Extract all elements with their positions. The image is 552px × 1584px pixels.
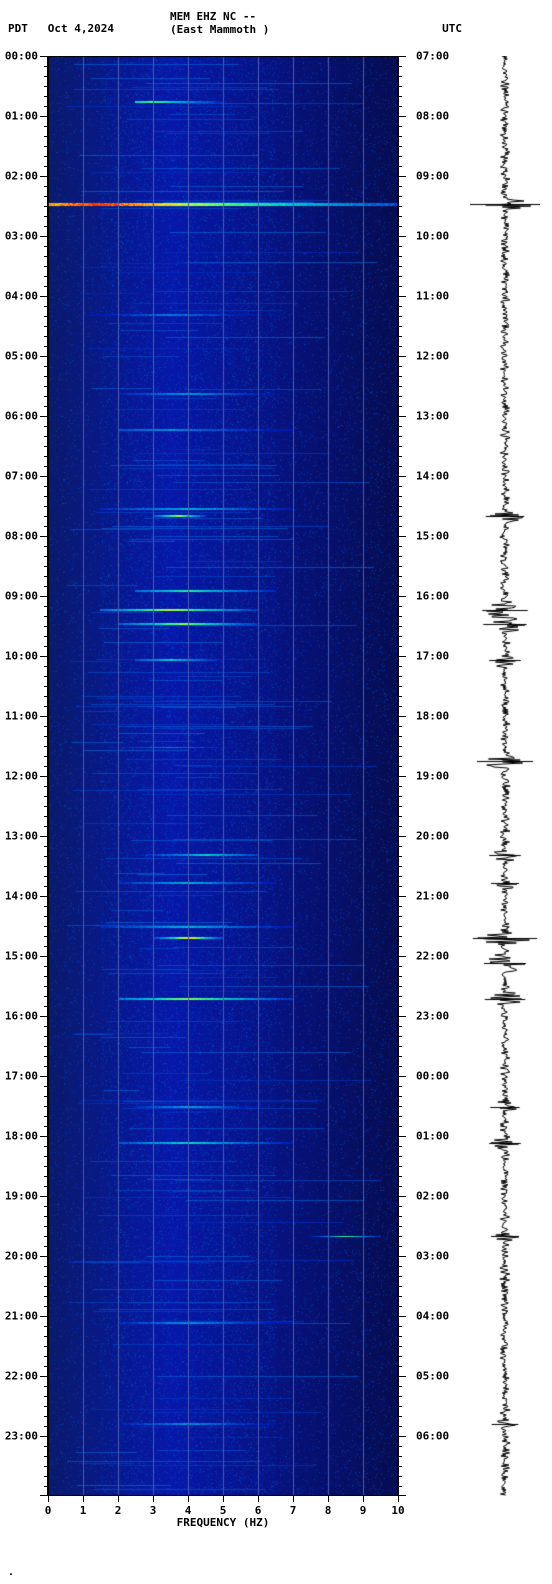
spectrogram-canvas [48,56,398,1496]
header-left: PDT Oct 4,2024 [8,22,114,35]
pdt-hour-label: 05:00 [5,350,38,363]
utc-hour-label: 18:00 [416,710,449,723]
freq-tick-label: 9 [360,1504,367,1517]
pdt-hour-label: 23:00 [5,1430,38,1443]
pdt-hour-label: 19:00 [5,1190,38,1203]
pdt-hour-label: 18:00 [5,1130,38,1143]
utc-hour-label: 15:00 [416,530,449,543]
left-tz-label: PDT [8,22,28,35]
utc-hour-label: 12:00 [416,350,449,363]
utc-hour-label: 17:00 [416,650,449,663]
freq-tick-label: 4 [185,1504,192,1517]
utc-hour-label: 06:00 [416,1430,449,1443]
pdt-hour-label: 21:00 [5,1310,38,1323]
spectrogram-figure: PDT Oct 4,2024 MEM EHZ NC -- (East Mammo… [0,0,552,1584]
pdt-hour-label: 09:00 [5,590,38,603]
freq-tick-label: 7 [290,1504,297,1517]
pdt-hour-label: 11:00 [5,710,38,723]
pdt-hour-label: 16:00 [5,1010,38,1023]
pdt-hour-label: 06:00 [5,410,38,423]
header-center: MEM EHZ NC -- (East Mammoth ) [170,10,269,36]
pdt-hour-label: 17:00 [5,1070,38,1083]
x-axis-title: FREQUENCY (HZ) [177,1516,270,1529]
pdt-hour-label: 13:00 [5,830,38,843]
footer-mark: . [8,1567,14,1578]
pdt-hour-label: 14:00 [5,890,38,903]
utc-hour-label: 00:00 [416,1070,449,1083]
freq-tick-label: 8 [325,1504,332,1517]
pdt-hour-label: 12:00 [5,770,38,783]
utc-hour-label: 01:00 [416,1130,449,1143]
freq-tick-label: 0 [45,1504,52,1517]
pdt-hour-label: 00:00 [5,50,38,63]
utc-hour-label: 04:00 [416,1310,449,1323]
pdt-time-axis: 00:0001:0002:0003:0004:0005:0006:0007:00… [0,56,48,1496]
pdt-hour-label: 04:00 [5,290,38,303]
freq-tick-label: 1 [80,1504,87,1517]
pdt-hour-label: 10:00 [5,650,38,663]
utc-hour-label: 13:00 [416,410,449,423]
seismogram-panel [470,56,540,1496]
utc-hour-label: 10:00 [416,230,449,243]
pdt-hour-label: 03:00 [5,230,38,243]
utc-hour-label: 14:00 [416,470,449,483]
freq-tick-label: 3 [150,1504,157,1517]
utc-hour-label: 07:00 [416,50,449,63]
freq-tick-label: 6 [255,1504,262,1517]
utc-hour-label: 23:00 [416,1010,449,1023]
header-right: UTC [442,22,462,35]
pdt-hour-label: 07:00 [5,470,38,483]
freq-tick-label: 10 [391,1504,404,1517]
utc-hour-label: 08:00 [416,110,449,123]
utc-hour-label: 19:00 [416,770,449,783]
utc-hour-label: 21:00 [416,890,449,903]
station-name: (East Mammoth ) [170,23,269,36]
date-label: Oct 4,2024 [48,22,114,35]
utc-hour-label: 02:00 [416,1190,449,1203]
pdt-hour-label: 01:00 [5,110,38,123]
utc-hour-label: 11:00 [416,290,449,303]
utc-hour-label: 20:00 [416,830,449,843]
pdt-hour-label: 02:00 [5,170,38,183]
pdt-hour-label: 15:00 [5,950,38,963]
utc-time-axis: 07:0008:0009:0010:0011:0012:0013:0014:00… [398,56,458,1496]
seismogram-canvas [470,56,540,1496]
utc-hour-label: 03:00 [416,1250,449,1263]
spectrogram-panel [48,56,398,1496]
freq-tick-label: 5 [220,1504,227,1517]
figure-header: PDT Oct 4,2024 MEM EHZ NC -- (East Mammo… [0,0,552,40]
utc-hour-label: 05:00 [416,1370,449,1383]
right-tz-label: UTC [442,22,462,35]
freq-tick-label: 2 [115,1504,122,1517]
utc-hour-label: 22:00 [416,950,449,963]
utc-hour-label: 09:00 [416,170,449,183]
utc-hour-label: 16:00 [416,590,449,603]
frequency-axis: FREQUENCY (HZ) 012345678910 [48,1496,398,1536]
pdt-hour-label: 22:00 [5,1370,38,1383]
pdt-hour-label: 20:00 [5,1250,38,1263]
pdt-hour-label: 08:00 [5,530,38,543]
station-code: MEM EHZ NC -- [170,10,269,23]
